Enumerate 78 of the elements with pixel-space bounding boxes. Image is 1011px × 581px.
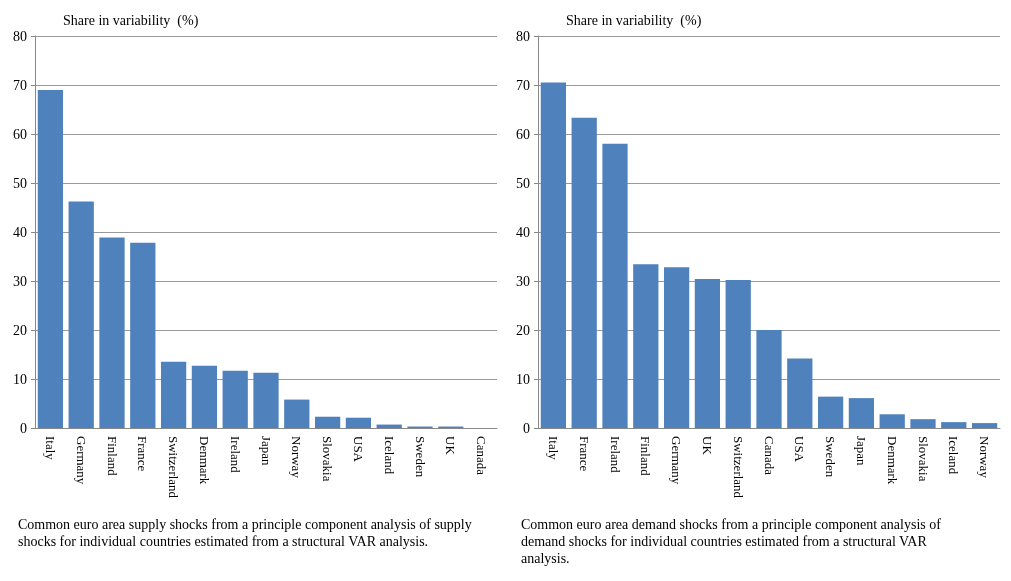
x-tick-label: Switzerland	[730, 436, 746, 499]
text: Common euro area demand shocks from a principle component analysis of demand shocks for individual countries estimated from a structural VAR analysis.	[520, 516, 942, 567]
bar	[787, 358, 813, 428]
x-tick-label: Iceland	[381, 436, 397, 475]
y-tick-label: 40	[13, 224, 27, 240]
y-tick-label: 70	[13, 77, 27, 93]
bar	[160, 361, 187, 428]
x-tick-label: Denmark	[884, 436, 900, 485]
x-tick-label: Norway	[289, 436, 305, 479]
x-tick-label: Sweden	[823, 436, 839, 478]
x-tick-label: USA	[350, 436, 366, 463]
y-tick-label: 70	[516, 77, 530, 93]
bar	[191, 365, 218, 428]
y-axis-title: Share in variability (%)	[63, 12, 199, 29]
bar	[284, 399, 310, 428]
bar	[345, 417, 372, 428]
x-tick-label: Italy	[42, 436, 58, 461]
y-tick-label: 50	[13, 175, 27, 191]
y-tick-label: 10	[516, 371, 530, 387]
x-tick-label: Germany	[73, 436, 89, 485]
x-tick-label: France	[576, 436, 592, 472]
x-tick-label: Italy	[545, 436, 561, 461]
bar	[540, 82, 567, 428]
x-tick-label: Germany	[669, 436, 685, 485]
y-tick-label: 20	[13, 322, 27, 338]
x-tick-label: Japan	[853, 436, 869, 467]
x-tick-label: France	[135, 436, 151, 472]
bar	[941, 422, 967, 428]
y-tick-label: 80	[516, 28, 530, 44]
y-tick-label: 20	[516, 322, 530, 338]
x-tick-label: UK	[699, 436, 715, 456]
x-tick-label: Denmark	[196, 436, 212, 485]
bar	[314, 416, 341, 428]
y-tick-label: 0	[20, 420, 27, 436]
bar	[253, 372, 279, 428]
bar	[222, 370, 248, 428]
x-tick-label: Slovakia	[915, 436, 931, 482]
bar	[879, 414, 905, 428]
x-tick-label: Sweden	[412, 436, 428, 478]
x-tick-label: Finland	[104, 436, 120, 477]
bar	[725, 280, 751, 428]
bar	[130, 242, 156, 428]
x-tick-label: Japan	[258, 436, 274, 467]
x-tick-label: USA	[792, 436, 808, 463]
x-tick-label: Norway	[977, 436, 993, 479]
bar	[99, 237, 125, 428]
x-tick-label: Finland	[638, 436, 654, 477]
bar	[663, 267, 690, 428]
x-tick-label: Canada	[474, 436, 490, 476]
bar	[848, 398, 875, 428]
x-tick-label: Canada	[761, 436, 777, 476]
bar	[571, 117, 597, 428]
bar	[37, 89, 64, 428]
y-tick-label: 10	[13, 371, 27, 387]
y-tick-label: 30	[13, 273, 27, 289]
y-tick-label: 60	[516, 126, 530, 142]
bar	[817, 396, 844, 428]
text: Common euro area supply shocks from a principle component analysis of supply shocks for individual countries estimated from a structural VAR analysis.	[17, 516, 473, 550]
bar	[68, 201, 94, 428]
bar	[756, 330, 782, 428]
x-tick-label: Ireland	[227, 436, 243, 474]
y-tick-label: 60	[13, 126, 27, 142]
bar	[694, 279, 721, 428]
x-tick-label: Ireland	[607, 436, 623, 474]
bar	[971, 423, 998, 428]
y-tick-label: 40	[516, 224, 530, 240]
x-tick-label: UK	[443, 436, 459, 456]
y-tick-label: 30	[516, 273, 530, 289]
x-tick-label: Switzerland	[166, 436, 182, 499]
bar	[602, 143, 628, 428]
y-axis-title: Share in variability (%)	[566, 12, 702, 29]
x-tick-label: Slovakia	[320, 436, 336, 482]
x-tick-label: Iceland	[946, 436, 962, 475]
y-tick-label: 50	[516, 175, 530, 191]
bar	[633, 264, 659, 428]
y-tick-label: 0	[523, 420, 530, 436]
bar	[910, 419, 936, 428]
y-tick-label: 80	[13, 28, 27, 44]
